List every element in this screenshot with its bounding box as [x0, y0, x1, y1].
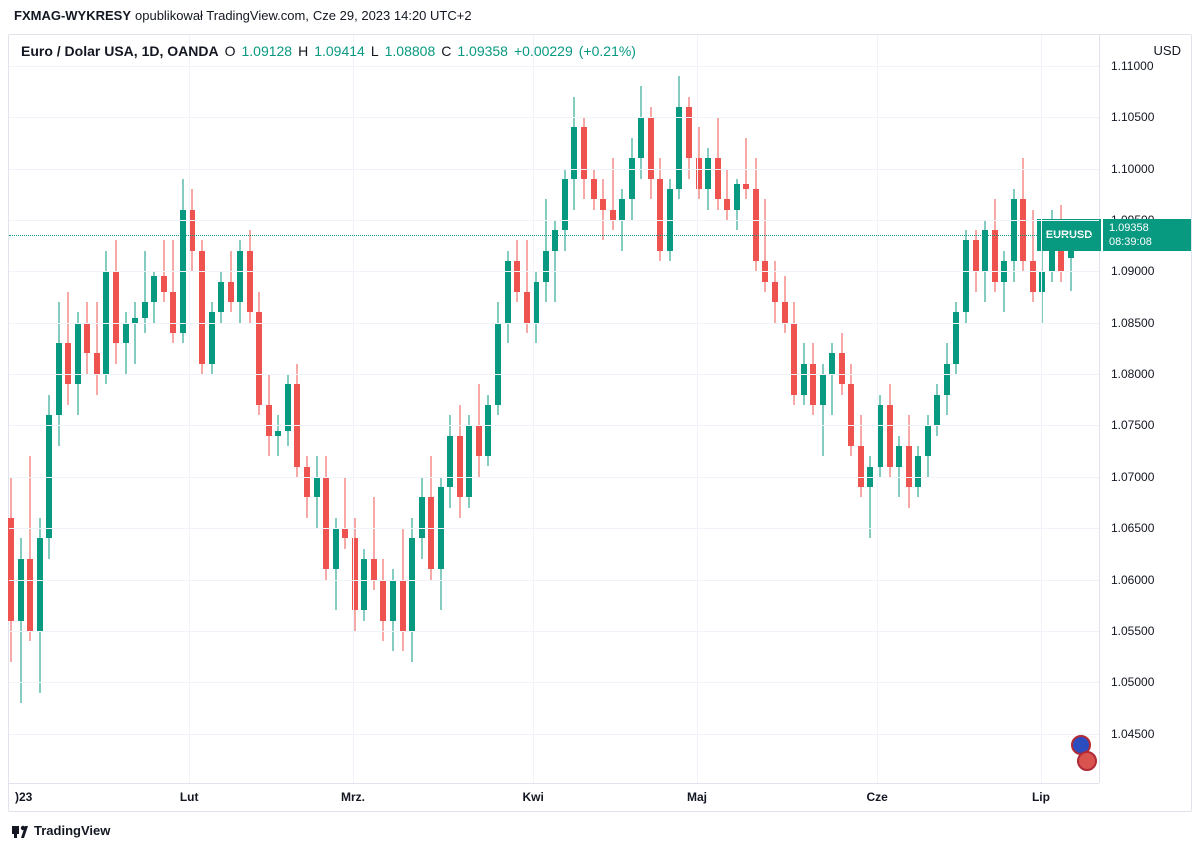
y-tick-label: 1.05000 — [1099, 675, 1191, 689]
chart-frame: USD Euro / Dolar USA, 1D, OANDA O1.09128… — [8, 34, 1192, 812]
grid-line-v — [353, 35, 354, 783]
last-price-line — [9, 235, 1099, 236]
grid-line-h — [9, 271, 1099, 272]
ohlc-change: +0.00229 — [514, 43, 573, 59]
y-tick-label: 1.06000 — [1099, 573, 1191, 587]
ohlc-o-label: O — [225, 43, 236, 59]
y-tick-label: 1.07500 — [1099, 418, 1191, 432]
y-tick-label: 1.04500 — [1099, 727, 1191, 741]
grid-line-v — [533, 35, 534, 783]
grid-line-h — [9, 528, 1099, 529]
published-date: Cze 29, 2023 14:20 UTC+2 — [313, 8, 472, 23]
plot-area[interactable] — [9, 35, 1099, 783]
y-tick-label: 1.08000 — [1099, 367, 1191, 381]
grid-line-h — [9, 631, 1099, 632]
published-text: opublikował TradingView.com, — [135, 8, 309, 23]
grid-line-h — [9, 220, 1099, 221]
grid-line-h — [9, 169, 1099, 170]
last-price-tag: EURUSD1.0935808:39:08 — [1103, 219, 1191, 251]
grid-line-v — [1041, 35, 1042, 783]
symbol-title: Euro / Dolar USA, 1D, OANDA — [21, 43, 219, 59]
ohlc-h: 1.09414 — [314, 43, 365, 59]
x-tick-label: Maj — [687, 790, 707, 804]
y-tick-label: 1.05500 — [1099, 624, 1191, 638]
y-tick-label: 1.10500 — [1099, 110, 1191, 124]
x-tick-label: Lut — [180, 790, 199, 804]
grid-line-h — [9, 374, 1099, 375]
ohlc-change-pct: (+0.21%) — [579, 43, 636, 59]
price-tag-value: 1.09358 — [1109, 221, 1185, 235]
grid-line-v — [189, 35, 190, 783]
grid-line-h — [9, 323, 1099, 324]
y-tick-label: 1.08500 — [1099, 316, 1191, 330]
publisher-name: FXMAG-WYKRESY — [14, 8, 131, 23]
ohlc-h-label: H — [298, 43, 308, 59]
ohlc-c-label: C — [441, 43, 451, 59]
ohlc-l: 1.08808 — [385, 43, 436, 59]
ohlc-c: 1.09358 — [457, 43, 508, 59]
y-tick-label: 1.06500 — [1099, 521, 1191, 535]
x-tick-label: Lip — [1032, 790, 1050, 804]
y-axis[interactable]: 1.04500 1.05000 1.05500 1.06000 1.06500 1.070… — [1099, 35, 1191, 783]
tradingview-logo-icon — [12, 822, 28, 838]
x-axis[interactable]: )23 Lut Mrz. Kwi Maj Cze Lip — [9, 783, 1099, 811]
x-tick-label: Cze — [866, 790, 887, 804]
grid-line-v — [877, 35, 878, 783]
y-tick-label: 1.10000 — [1099, 162, 1191, 176]
grid-line-h — [9, 66, 1099, 67]
price-tag-countdown: 08:39:08 — [1109, 235, 1185, 249]
grid-line-h — [9, 734, 1099, 735]
ohlc-o: 1.09128 — [241, 43, 292, 59]
y-tick-label: 1.09000 — [1099, 264, 1191, 278]
y-tick-label: 1.07000 — [1099, 470, 1191, 484]
y-tick-label: 1.11000 — [1099, 59, 1191, 73]
publisher-bar: FXMAG-WYKRESY opublikował TradingView.co… — [0, 0, 1200, 30]
x-tick-label: )23 — [15, 790, 32, 804]
grid-line-h — [9, 682, 1099, 683]
grid-line-h — [9, 117, 1099, 118]
grid-line-h — [9, 580, 1099, 581]
footer-brand: TradingView — [12, 822, 110, 838]
symbol-info: Euro / Dolar USA, 1D, OANDA O 1.09128 H 1.… — [21, 43, 636, 59]
usd-flag-icon — [1077, 751, 1097, 771]
x-tick-label: Kwi — [522, 790, 543, 804]
grid-line-v — [697, 35, 698, 783]
x-tick-label: Mrz. — [341, 790, 365, 804]
grid-line-h — [9, 477, 1099, 478]
ohlc-l-label: L — [371, 43, 379, 59]
grid-line-h — [9, 425, 1099, 426]
symbol-pair-icons — [1071, 735, 1091, 777]
footer-brand-text: TradingView — [34, 823, 110, 838]
